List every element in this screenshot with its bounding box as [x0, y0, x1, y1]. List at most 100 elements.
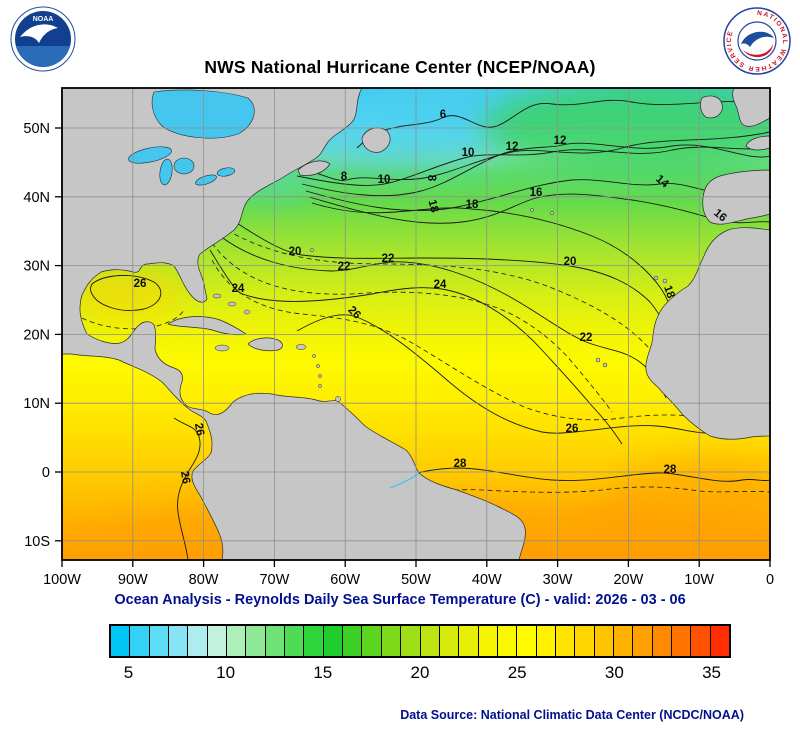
contour-line-12 — [301, 142, 770, 197]
lake-huron — [173, 157, 195, 175]
colorbar-cell — [285, 626, 305, 656]
contour-label: 8 — [425, 175, 437, 182]
x-axis-label: 20W — [613, 572, 643, 588]
colorbar-cell — [207, 626, 228, 656]
contour-label: 24 — [434, 279, 447, 291]
colorbar-cell — [594, 626, 614, 656]
colorbar-scale — [109, 624, 731, 658]
colorbar-cell — [633, 626, 653, 656]
island-bahamas-1 — [212, 293, 222, 299]
contour-loop-26-gulf — [90, 274, 162, 311]
nws-cloud-swirl-icon — [741, 31, 774, 47]
contour-label: 20 — [564, 256, 577, 268]
y-axis-label: 10N — [23, 396, 50, 412]
island-cape-verde-1 — [595, 357, 601, 363]
contour-line-28 — [391, 467, 770, 482]
contour-line-22 — [219, 235, 667, 399]
colorbar-cell — [517, 626, 537, 656]
x-axis-label: 90W — [118, 572, 148, 588]
island-canary-2 — [662, 278, 668, 284]
nws-logo: NATIONAL WEATHER SERVICE — [723, 7, 791, 75]
island-trinidad — [335, 396, 341, 402]
x-axis-label: 80W — [189, 572, 219, 588]
island-cape-verde-2 — [602, 362, 608, 368]
colorbar-cell — [652, 626, 672, 656]
colorbar-cell — [265, 626, 286, 656]
colorbar-cell — [381, 626, 402, 656]
island-antilles-2 — [316, 364, 320, 368]
landmass-britain — [732, 88, 770, 127]
colorbar-tick-label: 25 — [507, 663, 527, 682]
contour-label: 6 — [440, 109, 446, 121]
island-azores-2 — [550, 211, 554, 215]
x-axis-label: 40W — [472, 572, 502, 588]
y-axis-label: 40N — [23, 190, 50, 206]
colorbar-cell — [401, 626, 421, 656]
y-axis-label: 50N — [23, 121, 50, 137]
colorbar-cell — [246, 626, 266, 656]
contour-label: 10 — [462, 147, 475, 159]
island-bahamas-2 — [227, 301, 237, 307]
landmass-nova-scotia — [297, 160, 331, 176]
nws-red-swoosh-icon — [743, 44, 773, 58]
contour-label: 18 — [466, 199, 479, 211]
island-azores-1 — [530, 208, 534, 212]
colorbar-cell — [130, 626, 150, 656]
contour-label: 22 — [338, 261, 351, 273]
x-axis-label: 70W — [259, 572, 289, 588]
colorbar-tick-label: 10 — [216, 663, 236, 682]
colorbar-cell — [555, 626, 576, 656]
colorbar-cell — [188, 626, 208, 656]
colorbar-tick-label: 15 — [313, 663, 333, 682]
contour-label: 22 — [382, 253, 395, 265]
x-axis-label: 10W — [684, 572, 714, 588]
contour-label: 12 — [506, 141, 519, 153]
contour-dashed-21 — [226, 229, 661, 363]
x-axis-label: 60W — [330, 572, 360, 588]
lake-erie — [195, 174, 217, 186]
noaa-logo: NOAA — [10, 6, 76, 72]
island-bahamas-3 — [243, 309, 251, 315]
landmass-jamaica — [214, 344, 230, 352]
island-antilles-3 — [318, 374, 322, 378]
northeast-drift-tint — [482, 88, 770, 172]
colorbar-cell — [343, 626, 363, 656]
noaa-seagull-icon — [20, 24, 58, 43]
contour-line-6 — [356, 99, 770, 149]
colorbar-cell — [710, 626, 729, 656]
colorbar-cell — [478, 626, 498, 656]
contour-label: 28 — [454, 458, 467, 470]
island-bermuda — [310, 248, 314, 252]
colorbar-cell — [613, 626, 634, 656]
y-axis-label: 10S — [24, 534, 50, 550]
y-axis-label: 0 — [42, 465, 50, 481]
island-antilles-4 — [318, 384, 322, 388]
landmass-ireland — [700, 95, 723, 119]
temperature-colorbar: 5 10 15 20 25 30 35 — [109, 624, 731, 689]
y-axis-label: 20N — [23, 327, 50, 343]
colorbar-cell — [575, 626, 595, 656]
colorbar-cell — [536, 626, 556, 656]
colorbar-tick-label: 35 — [702, 663, 722, 682]
contour-dashed-25-gulf — [81, 309, 185, 330]
map-plot-area — [62, 88, 770, 560]
colorbar-cell — [439, 626, 460, 656]
island-canary-1 — [653, 275, 659, 281]
landmass-puerto-rico — [295, 344, 307, 350]
contour-dashed-23 — [211, 242, 613, 413]
lake-superior — [128, 146, 172, 164]
page-title: NWS National Hurricane Center (NCEP/NOAA… — [204, 57, 596, 77]
x-axis-label: 30W — [543, 572, 573, 588]
colorbar-cell — [691, 626, 711, 656]
landmass-newfoundland — [361, 127, 391, 153]
colorbar-cell — [304, 626, 324, 656]
contour-label: 10 — [378, 174, 391, 186]
contour-label: 20 — [289, 246, 302, 258]
colorbar-cell — [497, 626, 518, 656]
contour-label: 24 — [232, 283, 245, 295]
colorbar-cell — [420, 626, 440, 656]
contour-dashed-25 — [211, 259, 708, 421]
